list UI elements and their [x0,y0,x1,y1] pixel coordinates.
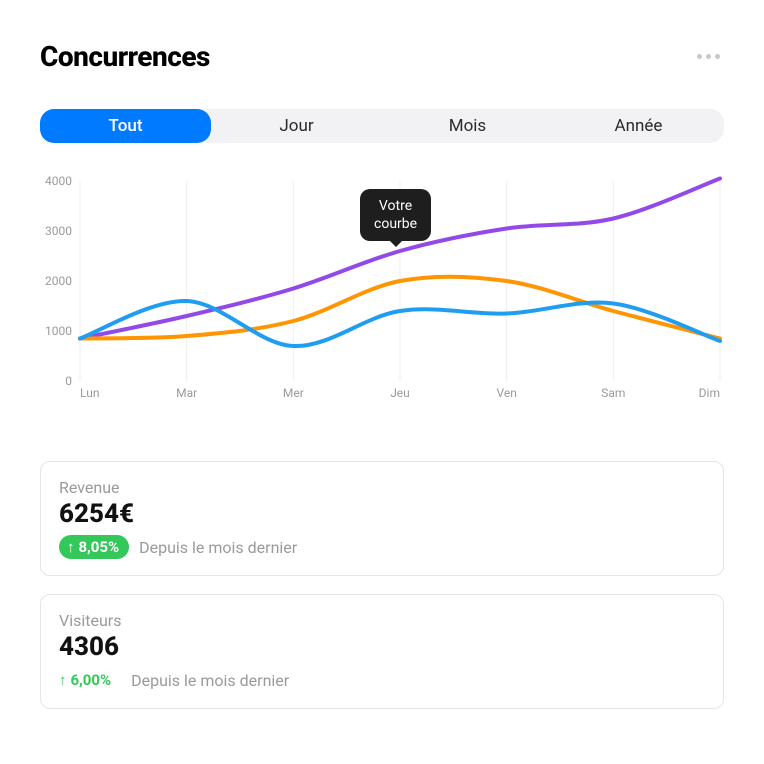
arrow-up-icon: ↑ [59,671,67,689]
card-footer: ↑ 8,05% Depuis le mois dernier [59,535,705,559]
arrow-up-icon: ↑ [67,538,75,556]
svg-text:Jeu: Jeu [390,386,410,400]
svg-text:Ven: Ven [496,386,516,400]
tab-annee[interactable]: Année [553,109,724,143]
svg-text:Lun: Lun [80,386,99,400]
card-revenue: Revenue 6254€ ↑ 8,05% Depuis le mois der… [40,461,724,576]
card-value: 4306 [59,632,705,662]
card-footer: ↑ 6,00% Depuis le mois dernier [59,668,705,692]
since-text: Depuis le mois dernier [139,538,297,557]
range-tabs: Tout Jour Mois Année [40,109,724,143]
change-value: 8,05% [79,538,120,556]
tab-jour[interactable]: Jour [211,109,382,143]
more-icon[interactable] [693,50,724,63]
change-value: 6,00% [71,671,112,689]
svg-text:Mar: Mar [176,386,197,400]
since-text: Depuis le mois dernier [131,671,289,690]
stat-cards: Revenue 6254€ ↑ 8,05% Depuis le mois der… [40,461,724,709]
svg-text:2000: 2000 [45,274,72,288]
card-value: 6254€ [59,499,705,529]
change-badge: ↑ 6,00% [59,668,121,692]
svg-text:1000: 1000 [45,324,72,338]
line-chart: 0 1000 2000 3000 4000 Lun Mar Mer Jeu Ven Sam Dim V… [40,171,724,401]
tab-tout[interactable]: Tout [40,109,211,143]
svg-text:0: 0 [65,374,72,388]
change-badge: ↑ 8,05% [59,535,129,559]
svg-text:Sam: Sam [601,386,625,400]
chart-canvas: 0 1000 2000 3000 4000 Lun Mar Mer Jeu Ven Sam Dim [40,171,724,401]
page-title: Concurrences [40,40,210,73]
card-label: Revenue [59,478,705,497]
header: Concurrences [40,40,724,73]
svg-text:4000: 4000 [45,174,72,188]
svg-text:Mer: Mer [283,386,304,400]
svg-text:3000: 3000 [45,224,72,238]
tab-mois[interactable]: Mois [382,109,553,143]
svg-text:Dim: Dim [699,386,720,400]
card-label: Visiteurs [59,611,705,630]
card-visitors: Visiteurs 4306 ↑ 6,00% Depuis le mois de… [40,594,724,709]
